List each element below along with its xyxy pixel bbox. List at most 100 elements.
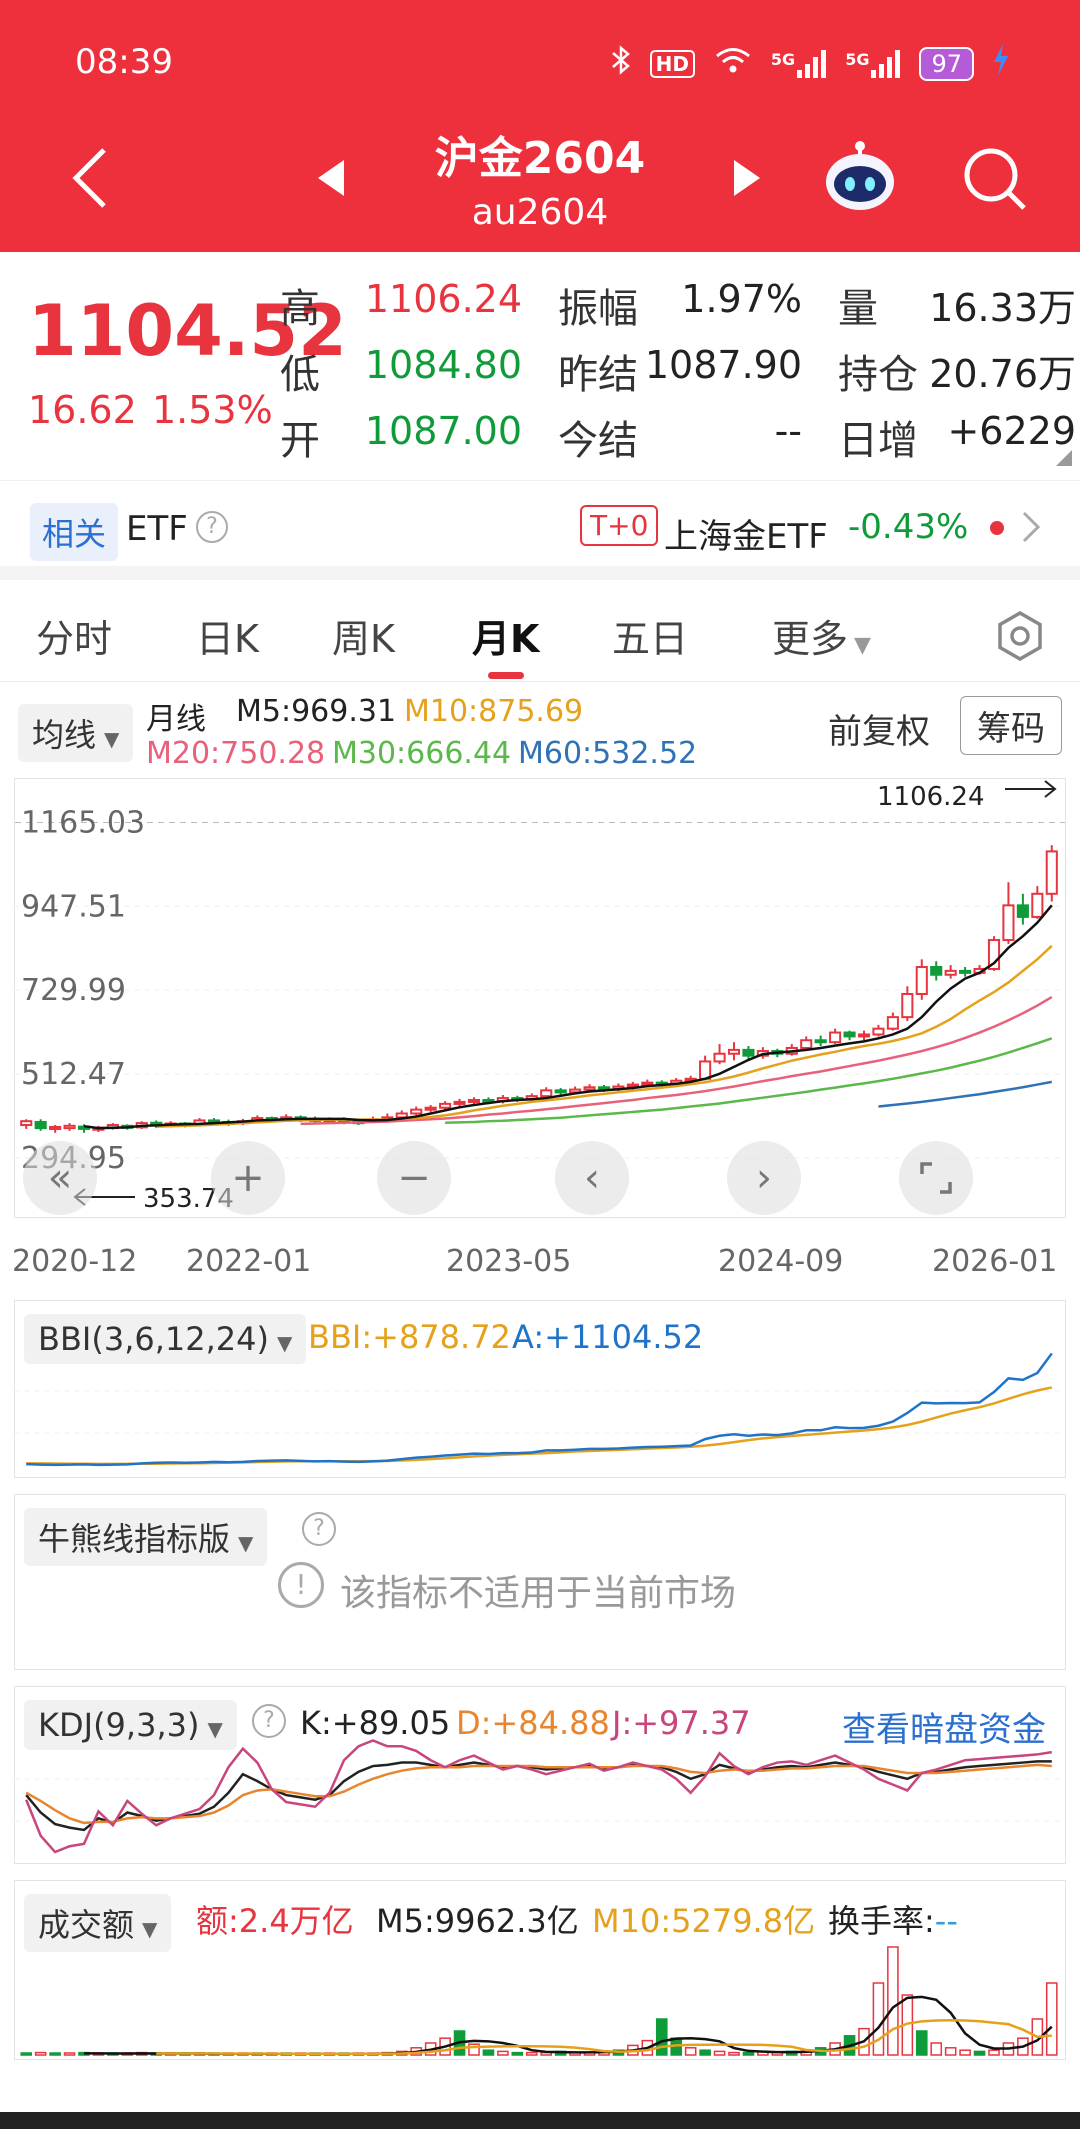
value-open-interest: 20.76万 bbox=[929, 352, 1076, 396]
bull-bear-select[interactable]: 牛熊线指标版 ▼ bbox=[24, 1508, 268, 1566]
turnover-bar bbox=[34, 2051, 47, 2056]
collapse-left-button[interactable]: « bbox=[23, 1141, 97, 1215]
x-tick-0: 2020-12 bbox=[12, 1244, 138, 1279]
label-amplitude: 振幅 bbox=[558, 286, 638, 332]
scroll-right-button[interactable]: › bbox=[727, 1141, 801, 1215]
turnover-bar bbox=[49, 2052, 61, 2056]
turnover-bar bbox=[497, 2050, 509, 2056]
chevron-right-icon[interactable] bbox=[1022, 511, 1041, 547]
label-volume: 量 bbox=[838, 286, 878, 332]
kdj-d-line bbox=[25, 1763, 1052, 1825]
robot-assistant-icon[interactable] bbox=[822, 138, 898, 218]
5g-signal-icon: 5G bbox=[771, 49, 827, 78]
candle bbox=[410, 1108, 423, 1115]
turnover-panel[interactable] bbox=[14, 1880, 1066, 2060]
help-icon[interactable]: ? bbox=[196, 511, 228, 543]
candle bbox=[49, 1125, 62, 1130]
candle bbox=[829, 1031, 842, 1044]
turnover-bar bbox=[1045, 1982, 1058, 2056]
kdj-j-value: J:+97.37 bbox=[612, 1704, 751, 1742]
5g-signal-icon-2: 5G bbox=[845, 49, 901, 78]
zoom-out-button[interactable]: − bbox=[377, 1141, 451, 1215]
adjust-mode[interactable]: 前复权 bbox=[828, 712, 930, 752]
turnover-bar bbox=[944, 2047, 957, 2056]
ma60-value: M60:532.52 bbox=[518, 736, 698, 771]
candle bbox=[1002, 904, 1015, 942]
bbi-panel[interactable] bbox=[14, 1300, 1066, 1478]
next-contract-button[interactable] bbox=[732, 160, 760, 200]
etf-name[interactable]: 上海金ETF bbox=[664, 517, 828, 557]
turnover-select[interactable]: 成交额 ▼ bbox=[24, 1894, 172, 1952]
back-button[interactable] bbox=[70, 146, 110, 214]
related-tag: 相关 bbox=[30, 503, 119, 561]
kline-chart: 1165.03947.51729.99512.47294.951106.2435… bbox=[15, 780, 1065, 1214]
active-tab-indicator bbox=[488, 672, 524, 679]
candle bbox=[453, 1100, 466, 1105]
candle bbox=[872, 1027, 885, 1036]
ma5-line bbox=[83, 904, 1053, 1130]
value-prev-settle: 1087.90 bbox=[644, 343, 802, 387]
bbi-a-line bbox=[26, 1352, 1053, 1467]
label-high: 高 bbox=[280, 286, 320, 332]
turnover-chart bbox=[20, 1946, 1058, 2056]
dark-pool-link[interactable]: 查看暗盘资金 bbox=[842, 1710, 1046, 1750]
x-tick-1: 2022-01 bbox=[186, 1244, 312, 1279]
candle bbox=[626, 1083, 639, 1088]
fullscreen-button[interactable] bbox=[899, 1141, 973, 1215]
kline-chart-panel[interactable]: 1165.03947.51729.99512.47294.951106.2435… bbox=[14, 778, 1066, 1218]
settings-hex-icon[interactable] bbox=[994, 610, 1046, 666]
candle bbox=[727, 1048, 741, 1055]
related-etf-bar[interactable]: 相关 ETF ? T+0 上海金ETF -0.43% bbox=[0, 480, 1080, 580]
zoom-in-button[interactable]: + bbox=[211, 1141, 285, 1215]
x-tick-3: 2024-09 bbox=[718, 1244, 844, 1279]
tab-more[interactable]: 更多 ▼ bbox=[772, 617, 871, 661]
candle bbox=[395, 1112, 408, 1119]
candle bbox=[901, 993, 914, 1019]
help-icon[interactable]: ? bbox=[252, 1704, 286, 1738]
caret-down-icon: ▼ bbox=[104, 727, 120, 751]
page-subtitle: au2604 bbox=[471, 192, 609, 233]
indicator-select[interactable]: 均线 ▼ bbox=[18, 704, 134, 762]
prev-contract-button[interactable] bbox=[318, 160, 346, 200]
value-daily-increase: +6229 bbox=[947, 409, 1076, 453]
label-open-interest: 持仓 bbox=[838, 352, 918, 398]
candle bbox=[540, 1089, 553, 1098]
chips-button[interactable]: 筹码 bbox=[960, 696, 1062, 755]
tab-daily[interactable]: 日K bbox=[196, 617, 259, 661]
turnover-m10-line bbox=[156, 2018, 1052, 2056]
kdj-select[interactable]: KDJ(9,3,3) ▼ bbox=[24, 1700, 237, 1750]
turnover-bar bbox=[482, 2049, 495, 2056]
label-open: 开 bbox=[280, 418, 320, 464]
turnover-rate-label: 换手率:-- bbox=[828, 1902, 958, 1940]
kdj-j-line bbox=[25, 1739, 1052, 1854]
caret-down-icon: ▼ bbox=[276, 1331, 293, 1355]
kdj-panel[interactable] bbox=[14, 1686, 1066, 1864]
expand-corner-icon[interactable] bbox=[1056, 450, 1072, 470]
etf-label: ETF bbox=[126, 509, 188, 549]
ma-period-label: 月线 bbox=[146, 702, 206, 737]
y-tick-label: 947.51 bbox=[21, 889, 126, 924]
turnover-bar bbox=[728, 2051, 740, 2056]
bottom-nav-bar bbox=[0, 2112, 1080, 2129]
value-volume: 16.33万 bbox=[929, 286, 1076, 330]
label-low: 低 bbox=[280, 352, 320, 398]
tab-intraday[interactable]: 分时 bbox=[36, 617, 113, 661]
turnover-bar bbox=[684, 2047, 697, 2056]
ma10-value: M10:875.69 bbox=[404, 694, 584, 729]
candle bbox=[944, 969, 957, 976]
period-tabs: 分时 日K 周K 月K 五日 更多 ▼ bbox=[0, 600, 1080, 682]
help-icon[interactable]: ? bbox=[302, 1512, 336, 1546]
tab-five-day[interactable]: 五日 bbox=[612, 617, 689, 661]
bbi-select[interactable]: BBI(3,6,12,24) ▼ bbox=[24, 1314, 307, 1364]
kdj-k-value: K:+89.05 bbox=[300, 1704, 451, 1742]
tab-monthly[interactable]: 月K bbox=[472, 617, 540, 661]
turnover-bar bbox=[713, 2050, 726, 2056]
bbi-chart bbox=[15, 1352, 1065, 1467]
turnover-bar bbox=[742, 2051, 755, 2056]
scroll-left-button[interactable]: ‹ bbox=[555, 1141, 629, 1215]
y-tick-label: 1165.03 bbox=[21, 805, 145, 840]
search-icon[interactable] bbox=[962, 146, 1028, 216]
turnover-bar bbox=[699, 2049, 711, 2056]
tab-weekly[interactable]: 周K bbox=[332, 617, 395, 661]
battery-icon: 97 bbox=[919, 46, 974, 81]
